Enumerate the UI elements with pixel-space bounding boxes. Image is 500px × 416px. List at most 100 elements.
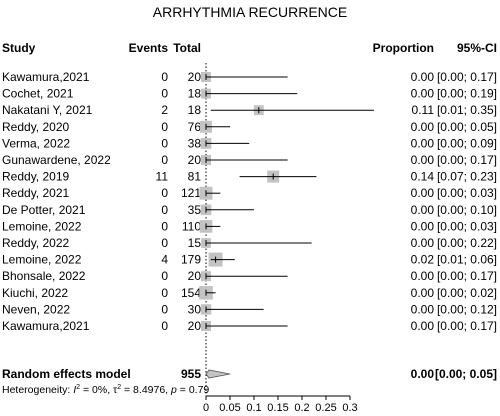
- study-total: 179: [181, 253, 201, 267]
- study-proportion: 0.00: [411, 236, 435, 250]
- study-events: 0: [161, 120, 168, 134]
- study-events: 0: [161, 136, 168, 150]
- study-ci: [0.00; 0.17]: [437, 153, 497, 167]
- heterogeneity-i2-value: = 0%,: [80, 384, 113, 396]
- study-ci: [0.01; 0.06]: [437, 253, 497, 267]
- study-total: 30: [188, 302, 202, 316]
- study-ci: [0.07; 0.23]: [437, 170, 497, 184]
- study-column-header: Study: [2, 41, 36, 55]
- study-events: 0: [161, 236, 168, 250]
- study-proportion: 0.00: [411, 87, 435, 101]
- study-total: 110: [182, 219, 201, 233]
- study-total: 20: [188, 70, 202, 84]
- x-tick-label: 0.05: [219, 402, 240, 414]
- study-ci: [0.00; 0.10]: [437, 203, 497, 217]
- study-proportion: 0.00: [411, 269, 435, 283]
- study-ci: [0.00; 0.17]: [437, 319, 497, 333]
- study-proportion: 0.00: [411, 120, 435, 134]
- total-column-header: Total: [173, 41, 201, 55]
- study-proportion: 0.00: [411, 70, 435, 84]
- study-name: Cochet, 2021: [2, 87, 74, 101]
- summary-ci: [0.00; 0.05]: [435, 367, 497, 381]
- study-name: Reddy, 2019: [2, 170, 69, 184]
- x-tick-label: 0.2: [294, 402, 309, 414]
- study-ci: [0.00; 0.17]: [437, 269, 497, 283]
- study-events: 0: [161, 286, 168, 300]
- heterogeneity-text: Heterogeneity: I2 = 0%, τ2 = 8.4976, p =…: [2, 384, 209, 396]
- study-events: 0: [161, 70, 168, 84]
- heterogeneity-tau-sup: 2: [117, 384, 121, 391]
- study-ci: [0.00; 0.03]: [437, 186, 497, 200]
- ci-column-header: 95%-CI: [457, 41, 497, 55]
- study-ci: [0.00; 0.03]: [437, 219, 497, 233]
- study-total: 38: [188, 136, 202, 150]
- study-name: Reddy, 2021: [2, 186, 69, 200]
- plot-area: 0 0.05 0.1 0.15 0.2 0.25 0.3: [199, 63, 374, 414]
- study-name: Reddy, 2020: [2, 120, 69, 134]
- study-total: 154: [181, 286, 201, 300]
- x-tick-label: 0.25: [315, 402, 336, 414]
- summary-proportion: 0.00: [411, 367, 435, 381]
- study-total: 76: [188, 120, 202, 134]
- x-tick-label: 0.3: [342, 402, 357, 414]
- study-name: Gunawardene, 2022: [2, 153, 111, 167]
- heterogeneity-p-value: = 0.79: [177, 384, 210, 396]
- study-rows: Kawamura,2021 0 20 0.00 [0.00; 0.17]Cochet, …: [2, 70, 497, 333]
- study-ci: [0.00; 0.12]: [437, 302, 497, 316]
- study-proportion: 0.11: [412, 103, 435, 117]
- study-name: Nakatani Y, 2021: [2, 103, 93, 117]
- summary-total: 955: [181, 367, 201, 381]
- summary-diamond: [205, 369, 231, 379]
- study-name: Kiuchi, 2022: [2, 286, 68, 300]
- chart-title: ARRHYTHMIA RECURRENCE: [153, 4, 347, 20]
- study-total: 121: [181, 186, 201, 200]
- study-proportion: 0.00: [411, 302, 435, 316]
- study-name: Lemoine, 2022: [2, 253, 82, 267]
- heterogeneity-p-symbol: p: [170, 384, 177, 396]
- heterogeneity-i2-symbol: I: [73, 384, 76, 396]
- study-events: 4: [161, 253, 168, 267]
- study-events: 0: [161, 203, 168, 217]
- study-events: 11: [156, 170, 169, 184]
- study-events: 2: [161, 103, 168, 117]
- study-events: 0: [161, 153, 168, 167]
- study-total: 81: [188, 170, 202, 184]
- study-ci: [0.00; 0.19]: [437, 87, 497, 101]
- heterogeneity-tau-symbol: τ: [113, 384, 118, 396]
- study-name: Reddy, 2022: [2, 236, 69, 250]
- proportion-column-header: Proportion: [373, 41, 434, 55]
- study-total: 20: [188, 153, 202, 167]
- study-proportion: 0.00: [411, 219, 435, 233]
- study-ci: [0.01; 0.35]: [437, 103, 497, 117]
- study-total: 20: [188, 269, 202, 283]
- study-name: Bhonsale, 2022: [2, 269, 86, 283]
- study-name: Lemoine, 2022: [2, 219, 82, 233]
- study-name: De Potter, 2021: [2, 203, 86, 217]
- study-events: 0: [161, 319, 168, 333]
- x-tick-label: 0.15: [267, 402, 288, 414]
- study-ci: [0.00; 0.17]: [437, 70, 497, 84]
- study-events: 0: [161, 186, 168, 200]
- study-proportion: 0.00: [411, 136, 435, 150]
- study-ci: [0.00; 0.05]: [437, 120, 497, 134]
- study-events: 0: [161, 87, 168, 101]
- heterogeneity-prefix: Heterogeneity:: [2, 384, 73, 396]
- study-name: Neven, 2022: [2, 302, 70, 316]
- study-proportion: 0.02: [411, 253, 435, 267]
- heterogeneity-tau-value: = 8.4976,: [121, 384, 171, 396]
- study-proportion: 0.00: [411, 286, 435, 300]
- study-total: 15: [188, 236, 202, 250]
- study-proportion: 0.14: [411, 170, 435, 184]
- heterogeneity-i2-sup: 2: [76, 384, 80, 391]
- study-name: Verma, 2022: [2, 136, 70, 150]
- study-ci: [0.00; 0.09]: [437, 136, 497, 150]
- study-total: 18: [188, 103, 202, 117]
- study-proportion: 0.00: [411, 203, 435, 217]
- study-proportion: 0.00: [411, 319, 435, 333]
- study-name: Kawamura,2021: [2, 70, 90, 84]
- summary-label: Random effects model: [2, 367, 131, 381]
- study-events: 0: [161, 219, 168, 233]
- study-name: Kawamura,2021: [2, 319, 90, 333]
- x-tick-label: 0.1: [246, 402, 261, 414]
